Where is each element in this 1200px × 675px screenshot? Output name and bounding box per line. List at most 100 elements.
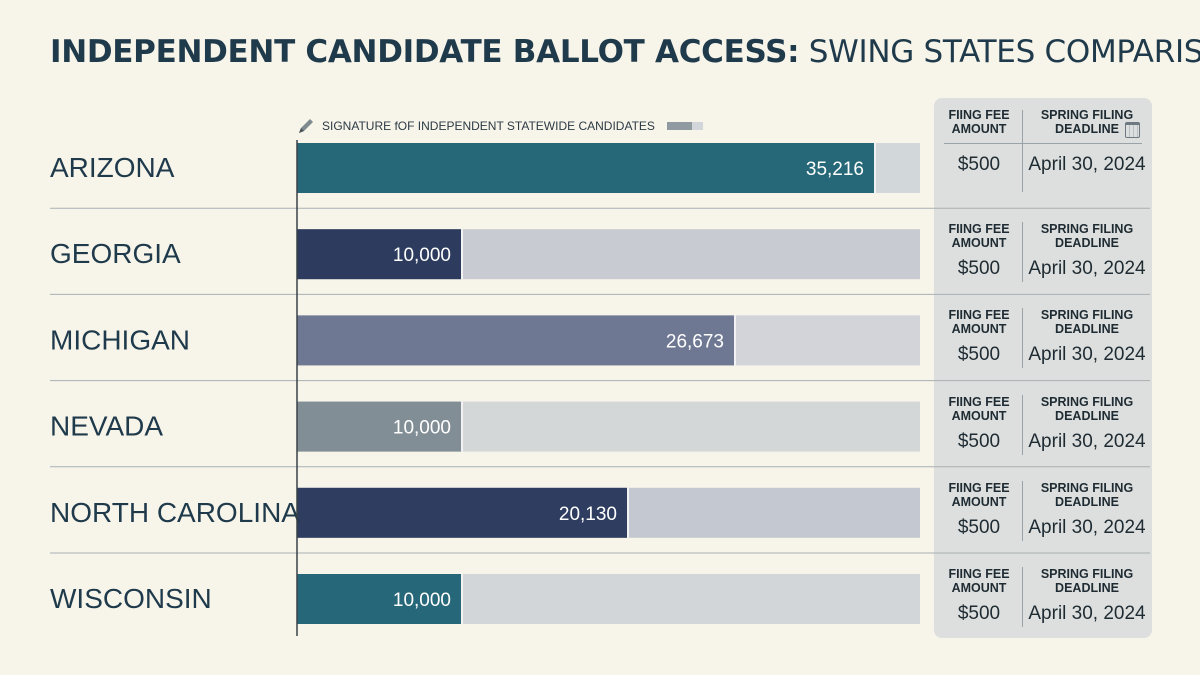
- deadline-cell: SPRING FILING DEADLINE April 30, 2024: [1027, 108, 1147, 176]
- deadline-header-line2: DEADLINE: [1055, 122, 1119, 136]
- fee-header: FIING FEE AMOUNT: [936, 481, 1022, 509]
- legend-swatch: [666, 122, 703, 130]
- deadline-header-line2: DEADLINE: [1055, 322, 1119, 337]
- bar-end-divider: [874, 143, 876, 193]
- deadline-value: April 30, 2024: [1028, 258, 1146, 280]
- fee-cell: FIING FEE AMOUNT $500: [936, 108, 1022, 176]
- column-separator: [1022, 308, 1023, 369]
- fee-header-line1: FIING FEE: [948, 480, 1010, 495]
- deadline-cell: SPRING FILING DEADLINE April 30, 2024: [1027, 567, 1147, 625]
- bar: [297, 315, 734, 366]
- deadline-header-line2: DEADLINE: [1055, 581, 1119, 595]
- fee-header-line2: AMOUNT: [951, 122, 1007, 136]
- deadline-value: April 30, 2024: [1028, 603, 1146, 624]
- fee-value: $500: [957, 258, 1001, 280]
- title-light: SWING STATES COMPARISON: [808, 34, 1200, 70]
- fee-header-line2: AMOUNT: [951, 581, 1007, 595]
- bar-end-divider: [627, 487, 629, 538]
- header-underline: [944, 143, 1142, 144]
- deadline-header-line1: SPRING FILING: [1040, 394, 1134, 409]
- calendar-icon: [1125, 122, 1140, 138]
- deadline-value: April 30, 2024: [1028, 344, 1146, 366]
- data-label: 26,673: [666, 331, 724, 352]
- pen-icon: [299, 119, 313, 133]
- deadline-value: April 30, 2024: [1028, 430, 1146, 452]
- bar: [297, 143, 874, 193]
- bar: [297, 574, 461, 624]
- deadline-header-line2: DEADLINE: [1055, 494, 1119, 509]
- legend-label: SIGNATURE fOF INDEPENDENT STATEWIDE CAND…: [322, 119, 655, 133]
- deadline-header: SPRING FILING DEADLINE: [1027, 567, 1147, 595]
- deadline-value: April 30, 2024: [1028, 154, 1146, 175]
- fee-header: FIING FEE AMOUNT: [936, 108, 1022, 136]
- fee-cell: FIING FEE AMOUNT $500: [936, 567, 1022, 625]
- deadline-header: SPRING FILING DEADLINE: [1027, 222, 1147, 250]
- fee-header-line1: FIING FEE: [948, 308, 1010, 323]
- fee-cell: FIING FEE AMOUNT $500: [936, 395, 1022, 453]
- deadline-header-line2: DEADLINE: [1055, 408, 1119, 423]
- fee-header-line2: AMOUNT: [951, 408, 1007, 423]
- fee-value: $500: [957, 430, 1001, 452]
- page-title: INDEPENDENT CANDIDATE BALLOT ACCESS: SWI…: [50, 34, 1200, 70]
- bar-end-divider: [461, 401, 463, 452]
- deadline-header: SPRING FILING DEADLINE: [1027, 395, 1147, 423]
- data-label: 20,130: [559, 504, 617, 525]
- category-label: MICHIGAN: [50, 324, 190, 355]
- deadline-cell: SPRING FILING DEADLINE April 30, 2024: [1027, 481, 1147, 539]
- category-label: NEVADA: [50, 411, 163, 442]
- data-label: 35,216: [806, 159, 864, 180]
- deadline-header-line1: SPRING FILING: [1040, 480, 1134, 495]
- fee-header-line2: AMOUNT: [951, 494, 1007, 509]
- fee-header-line1: FIING FEE: [948, 108, 1010, 122]
- fee-value: $500: [957, 603, 1001, 624]
- deadline-header: SPRING FILING DEADLINE: [1027, 481, 1147, 509]
- fee-cell: FIING FEE AMOUNT $500: [936, 481, 1022, 539]
- deadline-cell: SPRING FILING DEADLINE April 30, 2024: [1027, 395, 1147, 453]
- fee-header-line2: AMOUNT: [951, 236, 1007, 251]
- fee-header-line2: AMOUNT: [951, 322, 1007, 337]
- bar: [297, 229, 461, 280]
- fee-header: FIING FEE AMOUNT: [936, 222, 1022, 250]
- column-separator: [1022, 394, 1023, 455]
- fee-cell: FIING FEE AMOUNT $500: [936, 308, 1022, 366]
- category-label: GEORGIA: [50, 238, 181, 269]
- deadline-header-line2: DEADLINE: [1055, 236, 1119, 251]
- deadline-header-line1: SPRING FILING: [1040, 108, 1134, 122]
- bar-end-divider: [461, 574, 463, 624]
- bar: [297, 401, 461, 452]
- fee-header-line1: FIING FEE: [948, 394, 1010, 409]
- column-separator: [1022, 110, 1023, 192]
- bar-end-divider: [461, 229, 463, 280]
- category-label: WISCONSIN: [50, 583, 212, 614]
- fee-header-line1: FIING FEE: [948, 567, 1010, 581]
- legend: SIGNATURE fOF INDEPENDENT STATEWIDE CAND…: [296, 116, 703, 136]
- fee-value: $500: [957, 516, 1001, 538]
- data-label: 10,000: [393, 590, 451, 611]
- data-label: 10,000: [393, 245, 451, 266]
- column-separator: [1022, 480, 1023, 541]
- bar-end-divider: [734, 315, 736, 366]
- deadline-header: SPRING FILING DEADLINE: [1027, 308, 1147, 336]
- deadline-header-line1: SPRING FILING: [1040, 567, 1134, 581]
- column-separator: [1022, 567, 1023, 627]
- deadline-header-line1: SPRING FILING: [1040, 222, 1134, 237]
- fee-cell: FIING FEE AMOUNT $500: [936, 222, 1022, 280]
- fee-value: $500: [957, 154, 1001, 175]
- deadline-header: SPRING FILING DEADLINE: [1027, 108, 1147, 136]
- category-label: ARIZONA: [50, 152, 175, 183]
- deadline-cell: SPRING FILING DEADLINE April 30, 2024: [1027, 308, 1147, 366]
- category-label: NORTH CAROLINA: [50, 497, 300, 528]
- column-separator: [1022, 222, 1023, 283]
- fee-deadline-panel: [934, 98, 1152, 638]
- bar: [297, 487, 627, 538]
- fee-header: FIING FEE AMOUNT: [936, 567, 1022, 595]
- fee-header-line1: FIING FEE: [948, 222, 1010, 237]
- fee-header: FIING FEE AMOUNT: [936, 308, 1022, 336]
- deadline-cell: SPRING FILING DEADLINE April 30, 2024: [1027, 222, 1147, 280]
- deadline-header-line1: SPRING FILING: [1040, 308, 1134, 323]
- deadline-value: April 30, 2024: [1028, 516, 1146, 538]
- fee-value: $500: [957, 344, 1001, 366]
- title-bold: INDEPENDENT CANDIDATE BALLOT ACCESS:: [50, 34, 800, 70]
- fee-header: FIING FEE AMOUNT: [936, 395, 1022, 423]
